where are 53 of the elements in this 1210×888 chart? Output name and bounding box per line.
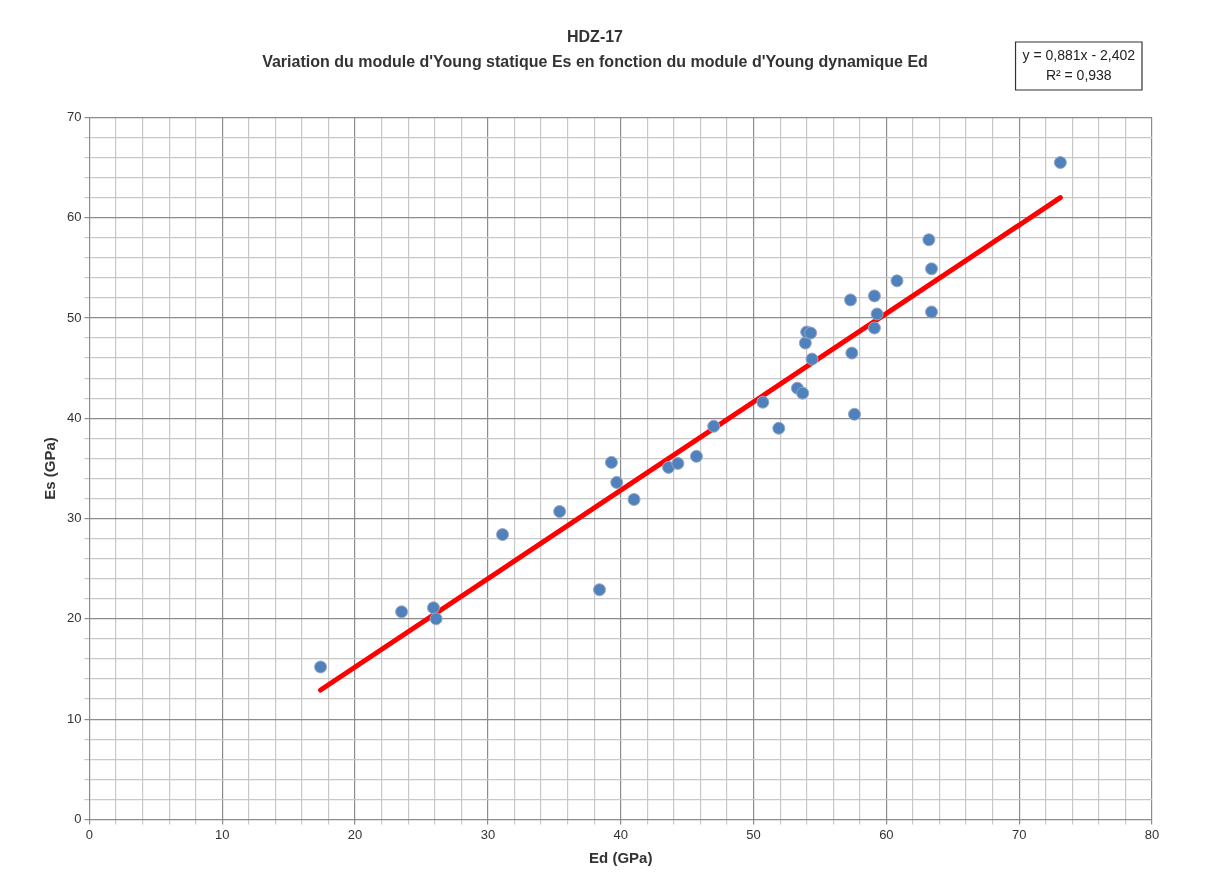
point xyxy=(707,419,721,433)
y-tick-label: 0 xyxy=(74,810,82,826)
point xyxy=(867,321,881,335)
y-tick-label: 10 xyxy=(66,710,82,726)
x-tick-label: 30 xyxy=(480,826,496,842)
point xyxy=(426,601,440,615)
y-tick-label: 60 xyxy=(66,209,82,225)
point xyxy=(844,293,857,307)
chart-subtitle: Variation du module d'Young statique Es en fonction du module d'Young dynamique Ed xyxy=(262,53,928,71)
point xyxy=(314,660,328,674)
x-tick-label: 80 xyxy=(1144,826,1160,842)
point xyxy=(804,326,818,340)
point xyxy=(922,233,936,247)
point xyxy=(845,346,859,360)
x-tick-label: 40 xyxy=(613,826,628,842)
x-tick-label: 60 xyxy=(879,826,894,842)
x-tick-label: 10 xyxy=(215,826,230,842)
y-tick-label: 30 xyxy=(66,510,82,526)
point xyxy=(796,386,810,400)
point xyxy=(671,456,685,470)
point xyxy=(627,492,641,506)
point xyxy=(592,583,606,597)
point xyxy=(395,605,409,619)
chart-title: HDZ-17 xyxy=(566,28,624,46)
point xyxy=(798,336,812,350)
point xyxy=(805,352,819,366)
x-tick-label: 70 xyxy=(1011,826,1027,842)
y-tick-label: 50 xyxy=(66,309,82,325)
point xyxy=(689,449,703,463)
y-axis-title: Es (GPa) xyxy=(41,437,59,500)
y-tick-label: 20 xyxy=(66,610,82,626)
point xyxy=(429,612,443,626)
text: R² = 0,938 xyxy=(1045,66,1112,83)
point xyxy=(756,395,770,409)
point xyxy=(870,307,884,321)
x-tick-label: 0 xyxy=(85,826,94,842)
point xyxy=(496,528,510,542)
point xyxy=(890,274,904,288)
x-tick-label: 50 xyxy=(746,826,761,842)
point xyxy=(847,407,861,421)
point xyxy=(604,455,618,469)
y-tick-label: 70 xyxy=(66,108,82,124)
point xyxy=(925,262,939,276)
y-tick-label: 40 xyxy=(66,409,82,425)
x-axis-title: Ed (GPa) xyxy=(589,849,653,867)
x-tick-label: 20 xyxy=(347,826,363,842)
text: y = 0,881x - 2,402 xyxy=(1022,46,1136,63)
point xyxy=(772,421,786,435)
point xyxy=(867,289,881,303)
point xyxy=(610,475,624,489)
point xyxy=(1053,156,1067,170)
point xyxy=(925,305,939,319)
point xyxy=(553,505,567,519)
